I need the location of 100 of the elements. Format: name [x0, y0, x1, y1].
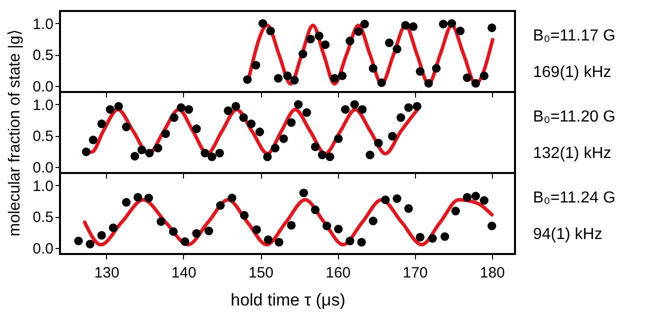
point [368, 64, 378, 73]
point [428, 234, 437, 243]
point [290, 76, 299, 84]
point [381, 195, 390, 204]
point [451, 206, 460, 216]
x-tick-label: 150 [248, 264, 274, 282]
point [161, 129, 170, 138]
point [137, 146, 146, 154]
text: B₀=11.20 G [533, 108, 616, 126]
point [294, 100, 303, 109]
x-tick-label: 140 [171, 264, 196, 282]
point [274, 74, 283, 83]
point [240, 211, 249, 220]
point [243, 75, 252, 84]
point [298, 50, 308, 58]
point [412, 102, 422, 111]
point [258, 19, 268, 28]
point [456, 26, 465, 36]
point [287, 118, 296, 127]
point [184, 105, 194, 114]
point [377, 78, 386, 87]
point [320, 40, 330, 49]
point [122, 198, 131, 207]
point [341, 105, 350, 114]
point [145, 148, 154, 158]
point [302, 108, 312, 117]
y-tick-label: 1.0 [32, 16, 54, 33]
x-tick-label: 170 [402, 264, 428, 282]
point [224, 106, 232, 116]
x-tick-label: 130 [94, 264, 120, 282]
point [144, 194, 154, 202]
point [306, 34, 315, 44]
y-tick-label: 0.5 [32, 209, 54, 226]
point [471, 192, 480, 200]
point [74, 236, 83, 246]
point [264, 235, 273, 244]
point [357, 238, 366, 246]
point [346, 236, 354, 246]
point [404, 204, 413, 213]
point [480, 71, 488, 80]
point [360, 20, 369, 28]
x-tick-label: 180 [480, 264, 505, 282]
point [392, 194, 402, 203]
point [401, 21, 410, 30]
point [266, 26, 275, 36]
point [252, 225, 261, 234]
point [314, 32, 324, 40]
point [424, 78, 433, 88]
point [97, 230, 106, 240]
point [438, 20, 448, 28]
point [228, 194, 236, 202]
point [368, 216, 378, 226]
point [384, 38, 394, 48]
point [122, 122, 131, 132]
point [82, 147, 91, 156]
point [488, 24, 496, 32]
point [156, 217, 166, 226]
point [416, 232, 424, 242]
point [97, 119, 106, 128]
point [86, 240, 94, 248]
text: 132(1) kHz [533, 144, 612, 162]
point [310, 142, 320, 152]
x-tick-label: 160 [326, 264, 351, 282]
point [346, 36, 354, 46]
point [283, 71, 292, 80]
text: 169(1) kHz [533, 64, 612, 81]
point [404, 103, 413, 112]
point [388, 132, 397, 141]
point [180, 237, 190, 246]
point [310, 205, 320, 214]
text: B₀=11.17 G [533, 27, 616, 44]
y-tick-label: 1.0 [32, 96, 54, 114]
point [358, 105, 367, 114]
point [396, 113, 406, 122]
point [108, 224, 118, 232]
point [416, 67, 424, 76]
point [192, 124, 201, 134]
point [462, 192, 472, 202]
point [447, 19, 456, 28]
point [239, 113, 248, 122]
y-tick-label: 0.5 [32, 128, 54, 146]
point [322, 222, 332, 230]
point [130, 152, 140, 160]
point [374, 138, 383, 148]
y-tick-label: 1.0 [32, 178, 54, 195]
point [246, 119, 256, 128]
point [326, 152, 334, 162]
point [270, 144, 280, 152]
point [134, 192, 142, 202]
point [255, 128, 264, 136]
point [200, 148, 210, 158]
point [106, 105, 114, 114]
point [88, 136, 98, 144]
point [216, 201, 225, 210]
point [338, 71, 347, 80]
x-axis-title: hold time τ (μs) [230, 290, 346, 310]
point [252, 60, 260, 70]
point [208, 152, 216, 162]
point [392, 44, 402, 54]
point [263, 152, 272, 162]
